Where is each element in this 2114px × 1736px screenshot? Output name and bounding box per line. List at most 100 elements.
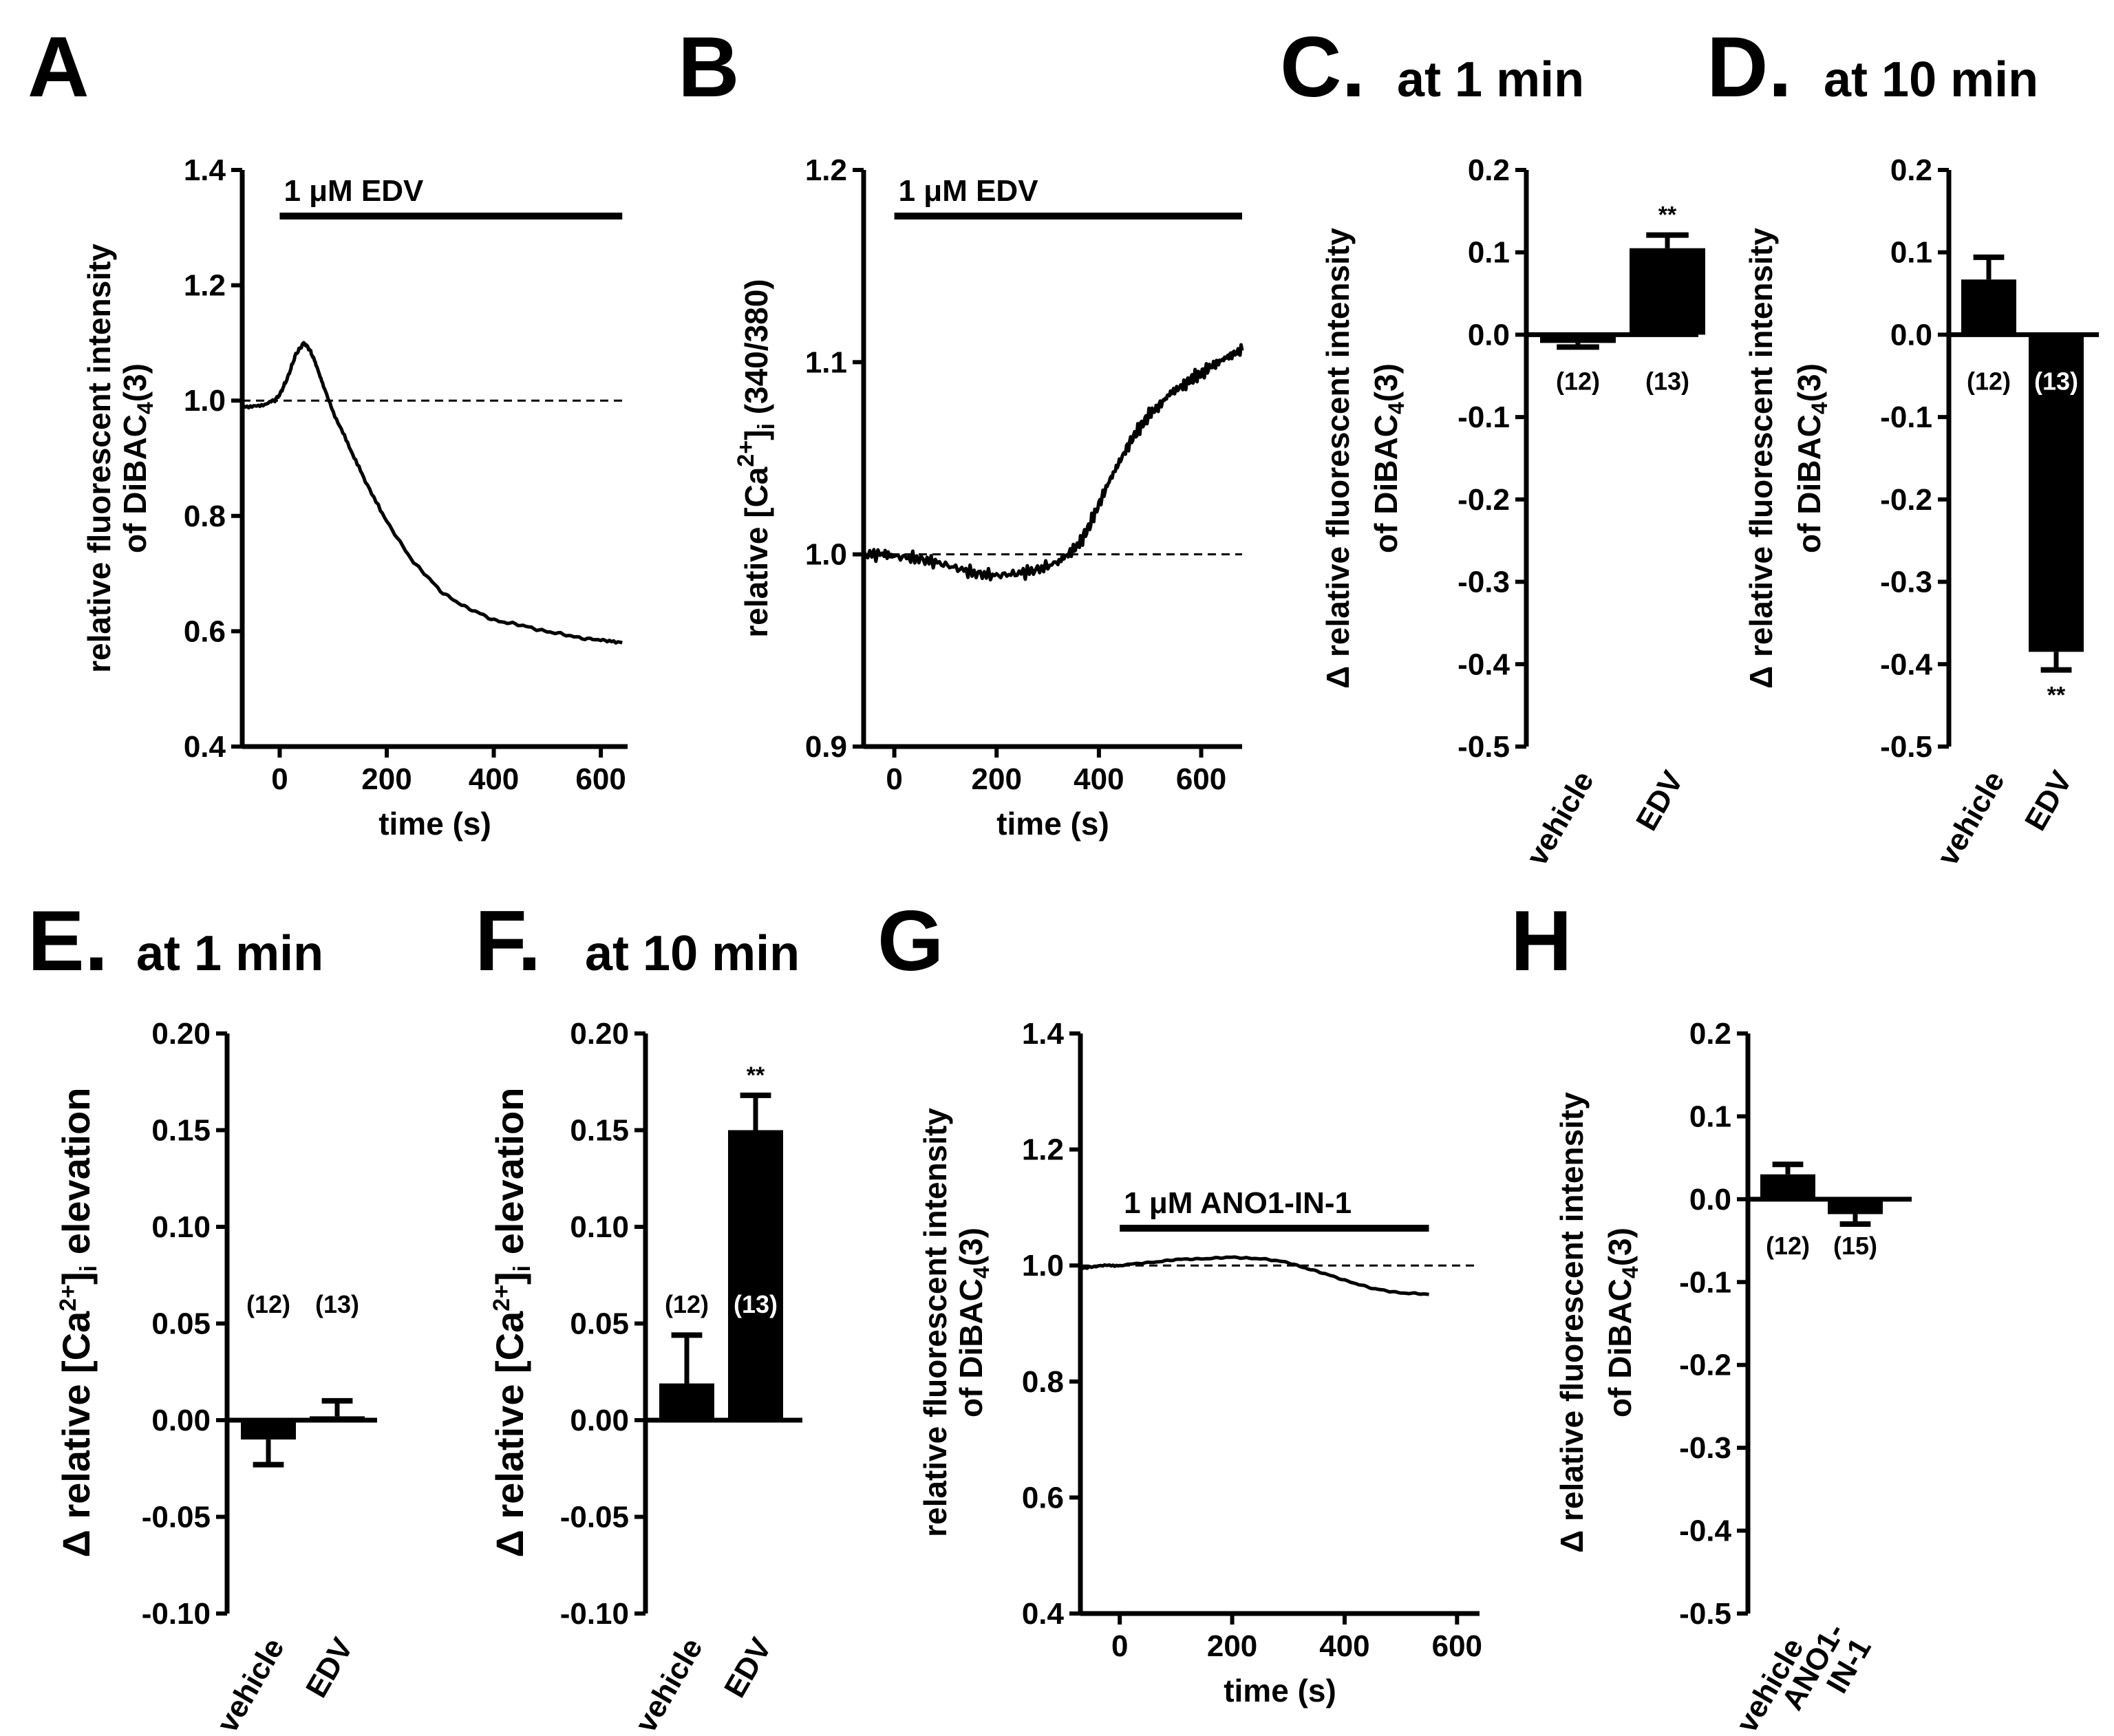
trace-line-B [862,343,1244,582]
y-label-text-E: Δ relative [Ca [54,1311,98,1558]
panel-letter-C: C. [1280,20,1365,115]
y-label-text-end-D: (3) [1791,363,1827,402]
y-label-text-D: of DiBAC [1791,414,1827,553]
n-label-C: (13) [1645,367,1689,395]
panel-letter-G: G [877,894,943,989]
n-label-F: (13) [734,1290,778,1318]
y-axis-label-G: relative fluorescent intensity of DiBAC4(… [917,1108,994,1537]
y-tick-label-B: 0.9 [805,730,847,764]
bar-vehicle-H [1760,1174,1815,1199]
x-axis-label-G: time (s) [1224,1673,1336,1708]
y-label-subscript-E: i [76,1265,102,1272]
y-tick-label-D: -0.4 [1880,647,1932,681]
panel-title-D: at 10 min [1824,52,2038,107]
y-axis-label-F: Δ relative [Ca2+]i elevation [488,1088,535,1558]
n-label-E: (12) [246,1290,290,1318]
y-axis-label-A: relative fluorescent intensity of DiBAC4(… [81,244,158,673]
y-label-text-end-G: (3) [953,1228,989,1266]
y-axis-label-line1-C: Δ relative fluorescent intensity [1320,228,1356,689]
significance-D: ** [2047,683,2066,709]
panel-title-F: at 10 min [585,926,800,981]
y-tick-label-H: -0.3 [1679,1431,1731,1465]
y-tick-label-F: 0.00 [570,1404,629,1437]
y-label-text-end-B: (340/380) [738,279,774,423]
x-tick-label-A: 0 [271,762,288,796]
y-axis-label-H: Δ relative fluorescent intensity of DiBAC… [1554,1092,1643,1553]
y-label-text-end-A: (3) [117,363,153,402]
y-label-text-B: relative [Ca [738,467,774,637]
y-label-superscript-E: 2+ [55,1285,81,1311]
panel-letter-B: B [678,20,740,115]
y-tick-label-D: -0.2 [1880,483,1932,517]
x-tick-label-G: 400 [1319,1629,1369,1663]
y-tick-label-C: 0.1 [1468,236,1510,270]
y-label-subscript-C: 4 [1384,402,1409,414]
y-label-subscript-H: 4 [1618,1266,1643,1278]
y-tick-label-A: 0.4 [184,730,226,764]
y-tick-label-H: 0.2 [1689,1017,1731,1051]
category-label-line-C: EDV [1630,765,1690,836]
y-tick-label-H: -0.2 [1679,1349,1731,1382]
category-label-F: vehicle [629,1633,709,1736]
y-label-subscript-G: 4 [969,1266,994,1278]
category-label-E: vehicle [211,1633,291,1736]
category-label-C: vehicle [1520,766,1601,872]
y-tick-label-C: -0.3 [1458,566,1510,599]
x-tick-label-G: 600 [1432,1629,1482,1663]
y-tick-label-D: -0.3 [1880,566,1932,599]
bar-vehicle-E [241,1420,296,1440]
category-label-line-C: vehicle [1520,766,1601,872]
panel-letter-F: F. [475,894,541,989]
y-label-superscript-F: 2+ [489,1285,515,1311]
category-label-F: EDV [718,1632,778,1703]
category-label-line-D: vehicle [1931,766,2011,872]
y-tick-label-E: 0.15 [151,1114,211,1148]
treatment-label-B: 1 μM EDV [899,174,1039,208]
category-label-D: EDV [2018,765,2079,836]
x-tick-label-A: 400 [469,762,519,796]
y-tick-label-E: -0.05 [142,1501,211,1534]
y-tick-label-F: 0.05 [570,1307,629,1341]
bar-vehicle-D [1961,279,2016,335]
y-label-subscript-D: 4 [1807,402,1832,414]
category-label-E: EDV [299,1632,360,1703]
n-label-E: (13) [315,1290,359,1318]
y-tick-label-H: -0.4 [1679,1514,1731,1548]
n-label-D: (12) [1967,367,2011,395]
y-tick-label-A: 1.2 [184,269,226,303]
x-tick-label-B: 400 [1074,762,1124,796]
y-axis-label-line2-H: of DiBAC4(3) [1602,1228,1643,1417]
n-label-F: (12) [665,1290,709,1318]
y-axis-label-line2-A: of DiBAC4(3) [117,363,158,553]
y-tick-label-A: 0.8 [184,500,226,533]
category-label-line-E: EDV [299,1632,360,1703]
y-label-bracket-B: ] [738,430,774,440]
y-axis-label-line1-D: Δ relative fluorescent intensity [1743,228,1779,689]
y-axis-label-D: Δ relative fluorescent intensity of DiBAC… [1743,228,1832,689]
y-tick-label-E: 0.10 [151,1210,211,1244]
category-label-line-F: EDV [718,1632,778,1703]
category-label-line-E: vehicle [211,1633,291,1736]
y-tick-label-B: 1.1 [805,345,847,379]
y-axis-label-line2-D: of DiBAC4(3) [1791,363,1832,553]
y-label-bracket-F: ] [488,1272,531,1285]
y-tick-label-E: 0.20 [151,1017,211,1051]
bar-EDV-F [728,1130,783,1420]
y-tick-label-E: 0.00 [151,1404,211,1437]
y-tick-label-G: 0.8 [1022,1365,1064,1399]
y-label-superscript-B: 2+ [733,440,759,467]
y-tick-label-G: 0.4 [1022,1597,1065,1631]
y-label-text-end-E: elevation [54,1088,98,1265]
y-axis-label-C: Δ relative fluorescent intensity of DiBAC… [1320,228,1409,689]
n-label-C: (12) [1556,367,1600,395]
y-tick-label-D: 0.2 [1890,153,1932,187]
y-tick-label-G: 1.0 [1022,1249,1064,1283]
y-tick-label-H: 0.1 [1689,1100,1731,1133]
x-tick-label-G: 200 [1207,1629,1257,1663]
treatment-label-G: 1 μM ANO1-IN-1 [1124,1186,1352,1220]
y-label-text-A: of DiBAC [117,414,153,553]
y-tick-label-G: 1.4 [1022,1017,1065,1051]
significance-F: ** [747,1062,765,1089]
y-tick-label-F: 0.20 [570,1017,629,1051]
